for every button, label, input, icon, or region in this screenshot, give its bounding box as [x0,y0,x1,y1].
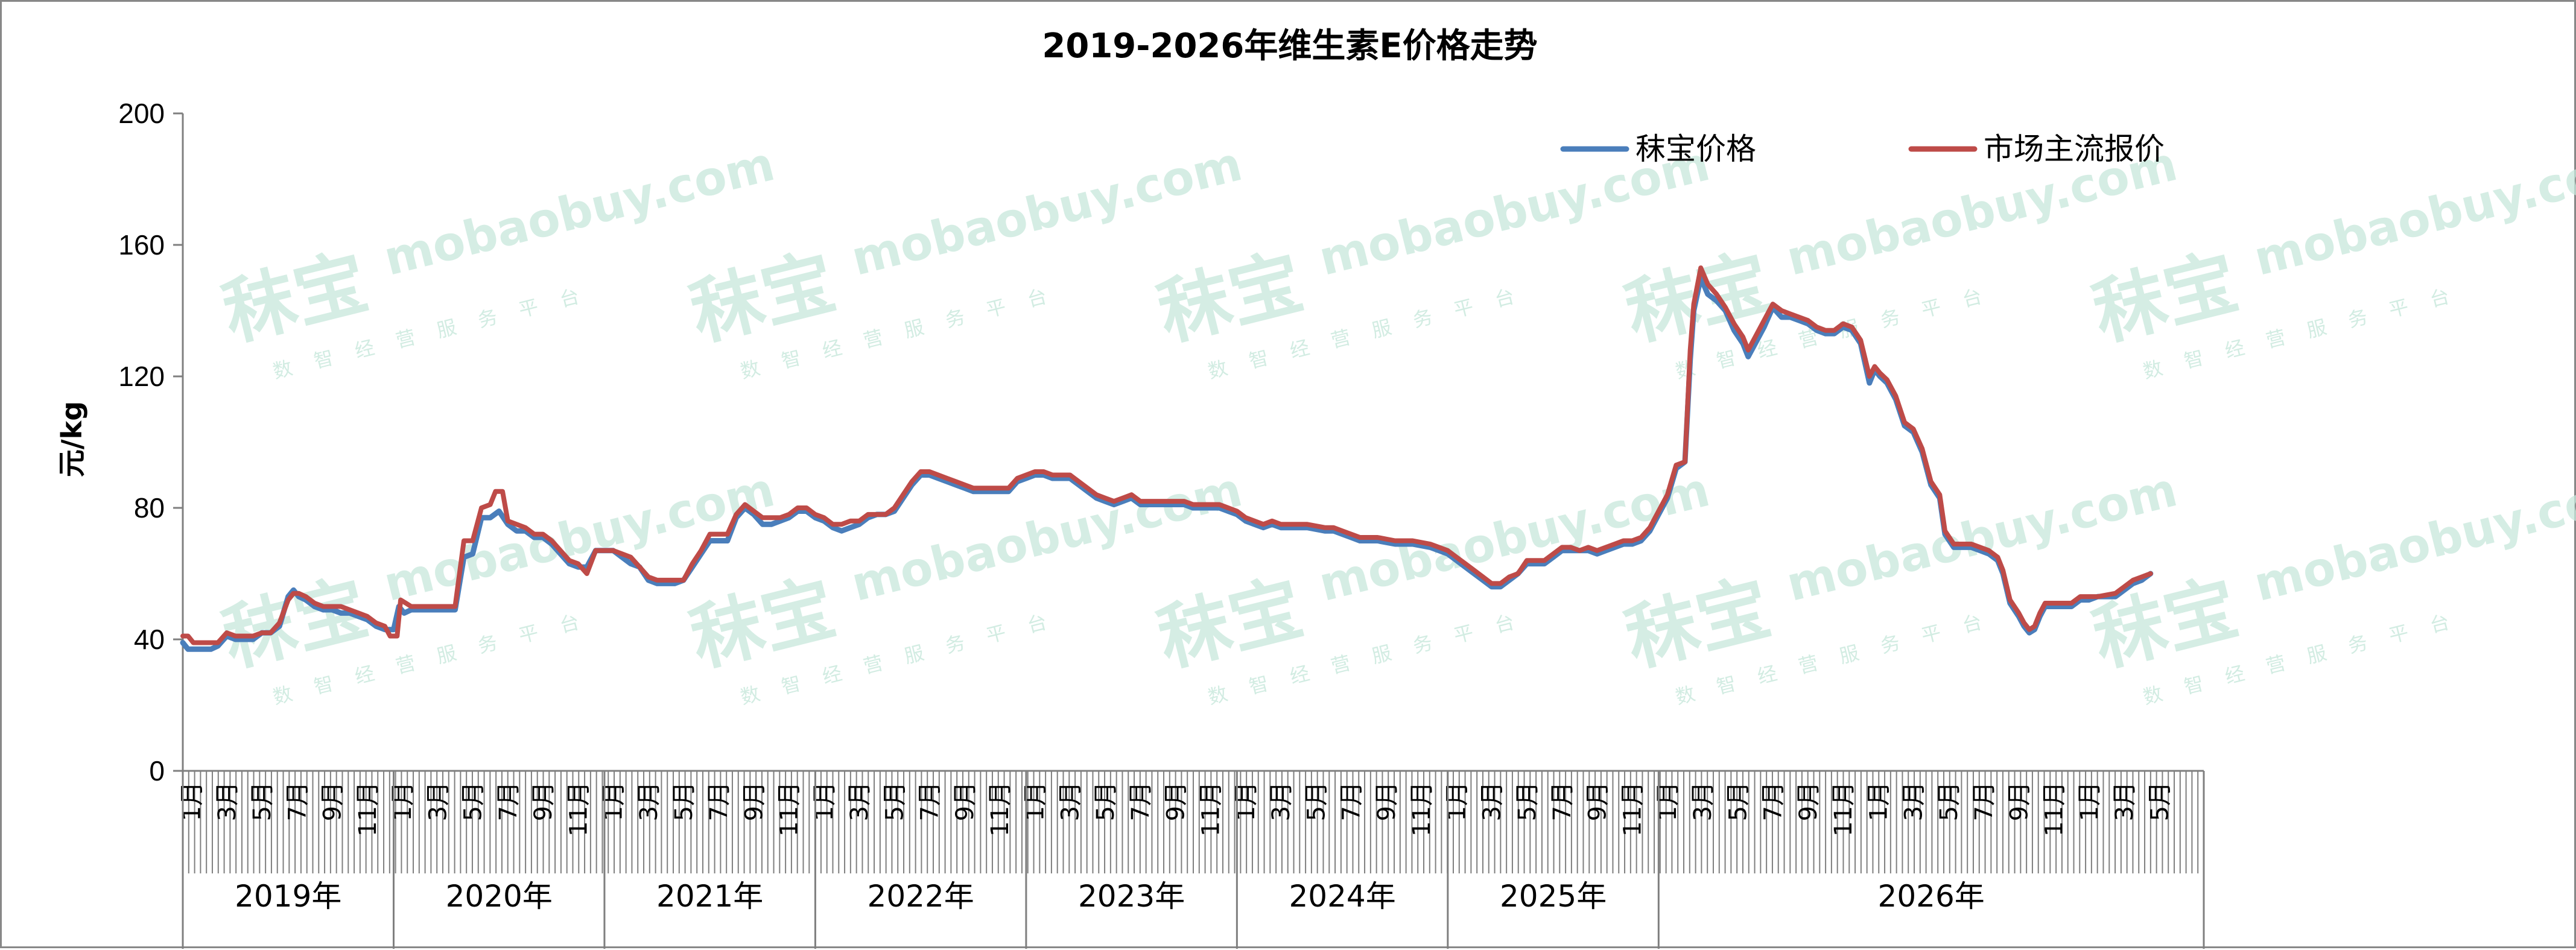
x-month-label: 7月 [1549,782,1576,821]
x-month-label: 3月 [1057,782,1085,821]
x-month-label: 5月 [1514,782,1541,821]
x-month-label: 5月 [1935,782,1963,821]
x-month-label: 9月 [740,782,768,821]
x-month-label: 5月 [249,782,276,821]
x-month-label: 7月 [284,782,311,821]
series-layer [180,265,2154,652]
x-month-label: 7月 [1760,782,1788,821]
x-month-label: 7月 [1127,782,1155,821]
x-month-label: 5月 [1724,782,1752,821]
x-year-label: 2022年 [868,879,974,914]
x-month-label: 3月 [1900,782,1928,821]
watermark-domain: mobaobuy.com [2249,137,2576,287]
x-month-label: 5月 [2146,782,2174,821]
x-month-label: 11月 [1830,782,1857,837]
x-month-label: 9月 [2005,782,2033,821]
watermark-brand: 秣宝 [1617,566,1778,682]
y-axis: 0 40 80 120 160 200 [118,98,184,787]
x-year-label: 2021年 [656,879,763,914]
x-month-label: 3月 [424,782,452,821]
watermark-domain: mobaobuy.com [2249,463,2576,612]
x-month-label: 11月 [1408,782,1436,837]
x-month-label: 9月 [951,782,979,821]
watermark-brand: 秣宝 [682,240,843,356]
x-month-label: 7月 [495,782,522,821]
watermark-brand: 秣宝 [682,566,843,682]
x-month-label: 11月 [776,782,804,837]
x-year-label: 2019年 [235,879,341,914]
x-month-label: 11月 [565,782,592,837]
x-month-label: 11月 [2041,782,2069,837]
watermark-brand: 秣宝 [215,240,375,356]
x-month-label: 3月 [214,782,241,821]
x-axis: 1月 3月 5月 7月 9月 11月 1月 3月 5月 7月 9月 11月 1月 3月 5月 7月 9月 11月 1… [179,770,2205,949]
x-month-label: 9月 [530,782,557,821]
watermark-brand: 秣宝 [1150,566,1310,682]
y-tick-label: 80 [134,492,165,524]
x-month-label: 3月 [1267,782,1295,821]
x-year-label: 2023年 [1078,879,1185,914]
watermark-brand: 秣宝 [2085,566,2245,682]
x-month-label: 3月 [635,782,663,821]
legend-label: 秣宝价格 [1635,131,1756,166]
x-month-label: 9月 [319,782,347,821]
x-month-label: 11月 [1619,782,1647,837]
watermark-brand: 秣宝 [215,566,375,682]
watermark-domain: mobaobuy.com [379,463,780,612]
x-month-label: 11月 [986,782,1014,837]
x-month-label: 5月 [670,782,698,821]
y-tick-label: 200 [118,98,165,129]
watermark-domain: mobaobuy.com [379,137,780,287]
x-month-label: 5月 [1302,782,1330,821]
x-year-label: 2020年 [446,879,553,914]
x-month-label: 7月 [705,782,733,821]
watermark-brand: 秣宝 [2085,240,2245,356]
x-month-label: 11月 [1198,782,1225,837]
x-month-label: 3月 [2111,782,2139,821]
x-month-label: 1月 [2076,782,2104,821]
x-month-label: 1月 [1865,782,1892,821]
x-year-label: 2026年 [1878,879,1985,914]
x-month-label: 7月 [916,782,944,821]
x-month-label: 9月 [1795,782,1823,821]
watermark-domain: mobaobuy.com [846,463,1248,612]
x-month-label: 7月 [1970,782,1998,821]
x-month-label: 5月 [1092,782,1120,821]
x-month-label: 5月 [460,782,487,821]
y-tick-label: 0 [149,755,165,787]
x-month-label: 9月 [1584,782,1611,821]
watermark-domain: mobaobuy.com [846,137,1248,287]
legend: 秣宝价格 市场主流报价 [1560,131,2165,166]
y-tick-label: 160 [118,229,165,261]
chart-title: 2019-2026年维生素E价格走势 [1042,27,1537,66]
x-year-label: 2024年 [1289,879,1395,914]
y-tick-label: 40 [134,624,165,655]
x-year-label: 2025年 [1500,879,1607,914]
x-month-label: 3月 [846,782,874,821]
x-month-label: 9月 [1373,782,1401,821]
y-axis-label: 元/kg [56,401,88,477]
x-month-label: 5月 [881,782,909,821]
x-month-label: 3月 [1479,782,1506,821]
series-line-market-price [180,265,2153,645]
y-tick-label: 120 [118,361,165,392]
legend-label: 市场主流报价 [1984,131,2165,166]
watermark-brand: 秣宝 [1150,240,1310,356]
x-month-label: 9月 [1162,782,1190,821]
x-month-label: 7月 [1338,782,1366,821]
x-month-label: 3月 [1689,782,1717,821]
x-month-label: 11月 [354,782,382,837]
